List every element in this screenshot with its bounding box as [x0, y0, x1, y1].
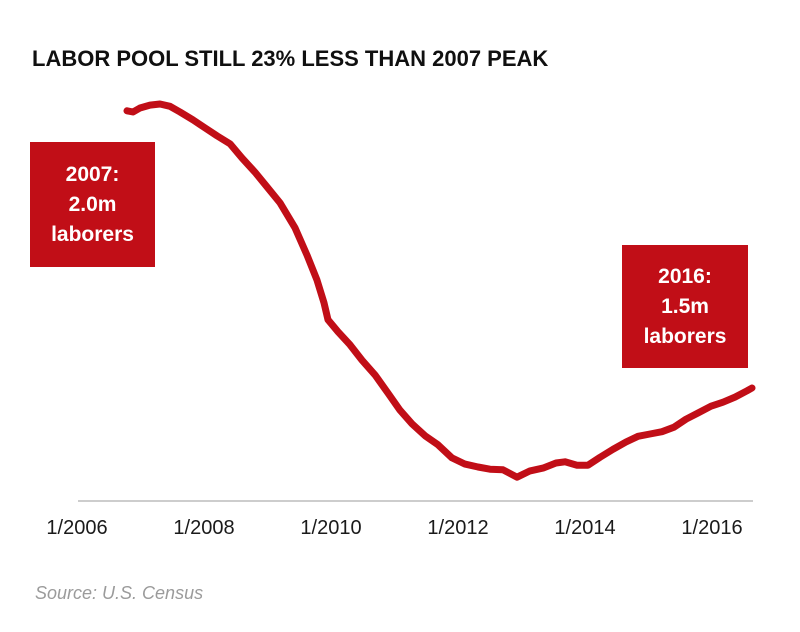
annotation-2016-line-unit: laborers	[643, 324, 727, 348]
annotation-2016-current: 2016: 1.5m laborers	[622, 245, 748, 368]
annotation-2007-line-unit: laborers	[51, 222, 134, 246]
labor-pool-line	[123, 100, 756, 481]
annotation-2016-line-value: 1.5m	[661, 294, 709, 318]
annotation-2016-line-year: 2016:	[658, 264, 712, 288]
annotation-2007-line-year: 2007:	[65, 162, 120, 186]
source-note: Source: U.S. Census	[35, 583, 204, 603]
annotation-2007-peak: 2007: 2.0m laborers	[30, 142, 155, 267]
annotation-2007-line-value: 2.0m	[68, 192, 117, 216]
chart-title: LABOR POOL STILL 23% LESS THAN 2007 PEAK	[32, 46, 549, 71]
